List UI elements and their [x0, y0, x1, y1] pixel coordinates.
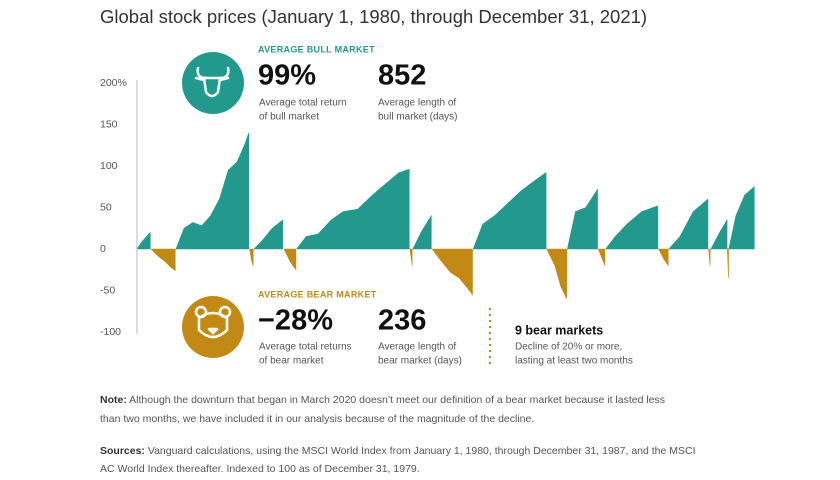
- bull-heading: AVERAGE BULL MARKET: [258, 44, 375, 54]
- market-area: [546, 248, 567, 299]
- market-area: [409, 248, 413, 266]
- count-line: lasting at least two months: [515, 356, 633, 367]
- count-title: 9 bear markets: [515, 323, 603, 337]
- stat-label: of bear market: [259, 356, 324, 367]
- sources-text: Vanguard calculations, using the MSCI Wo…: [145, 445, 696, 457]
- y-tick-label: -50: [100, 284, 115, 296]
- bull-icon: [182, 52, 244, 114]
- bull-glyph: [194, 66, 230, 98]
- market-area: [412, 214, 432, 250]
- bear-return: −28%: [258, 305, 333, 337]
- note-text: than two months, we have included it in …: [100, 413, 534, 425]
- market-area: [710, 218, 728, 250]
- count-line: Decline of 20% or more,: [515, 342, 622, 353]
- market-area: [728, 186, 755, 250]
- market-area: [658, 248, 669, 267]
- stat-label: bull market (days): [378, 112, 457, 123]
- y-tick-label: -100: [100, 326, 121, 338]
- bear-icon: [182, 296, 244, 358]
- y-tick-label: 200%: [100, 77, 127, 89]
- market-area: [472, 172, 547, 250]
- market-area: [296, 168, 410, 250]
- market-area: [136, 231, 151, 250]
- sources: Sources: Vanguard calculations, using th…: [100, 445, 696, 457]
- market-area: [249, 248, 254, 266]
- stat-label: Average total returns: [259, 342, 352, 353]
- market-area: [605, 205, 659, 250]
- market-area: [175, 132, 250, 250]
- market-area: [431, 248, 473, 296]
- y-tick-label: 100: [100, 160, 118, 172]
- market-area: [150, 248, 176, 272]
- stat-label: Average total return: [259, 98, 347, 109]
- y-tick-label: 50: [100, 201, 112, 213]
- note-label: Note:: [100, 394, 127, 406]
- stat-label: Average length of: [378, 98, 456, 109]
- note-text: Although the downturn that began in Marc…: [127, 394, 665, 406]
- bear-length: 236: [378, 305, 426, 337]
- stat-label: of bull market: [259, 112, 319, 123]
- market-area: [567, 188, 598, 250]
- chart-title: Global stock prices (January 1, 1980, th…: [100, 6, 647, 27]
- note: Note: Although the downturn that began i…: [100, 394, 665, 406]
- y-tick-label: 0: [100, 243, 106, 255]
- stat-label: Average length of: [378, 342, 456, 353]
- market-area: [668, 198, 709, 250]
- bull-length: 852: [378, 60, 426, 92]
- stat-label: bear market (days): [378, 356, 462, 367]
- market-area: [283, 248, 297, 271]
- sources-label: Sources:: [100, 445, 145, 457]
- bear-glyph: [194, 305, 232, 339]
- plot-area: [136, 132, 755, 299]
- bear-heading: AVERAGE BEAR MARKET: [258, 289, 377, 299]
- y-tick-label: 150: [100, 118, 118, 130]
- bull-return: 99%: [258, 60, 316, 92]
- market-area: [253, 219, 283, 250]
- sources-text: AC World Index thereafter. Indexed to 10…: [100, 463, 420, 475]
- market-area: [597, 248, 606, 266]
- market-area: [708, 248, 711, 266]
- market-area: [727, 248, 729, 279]
